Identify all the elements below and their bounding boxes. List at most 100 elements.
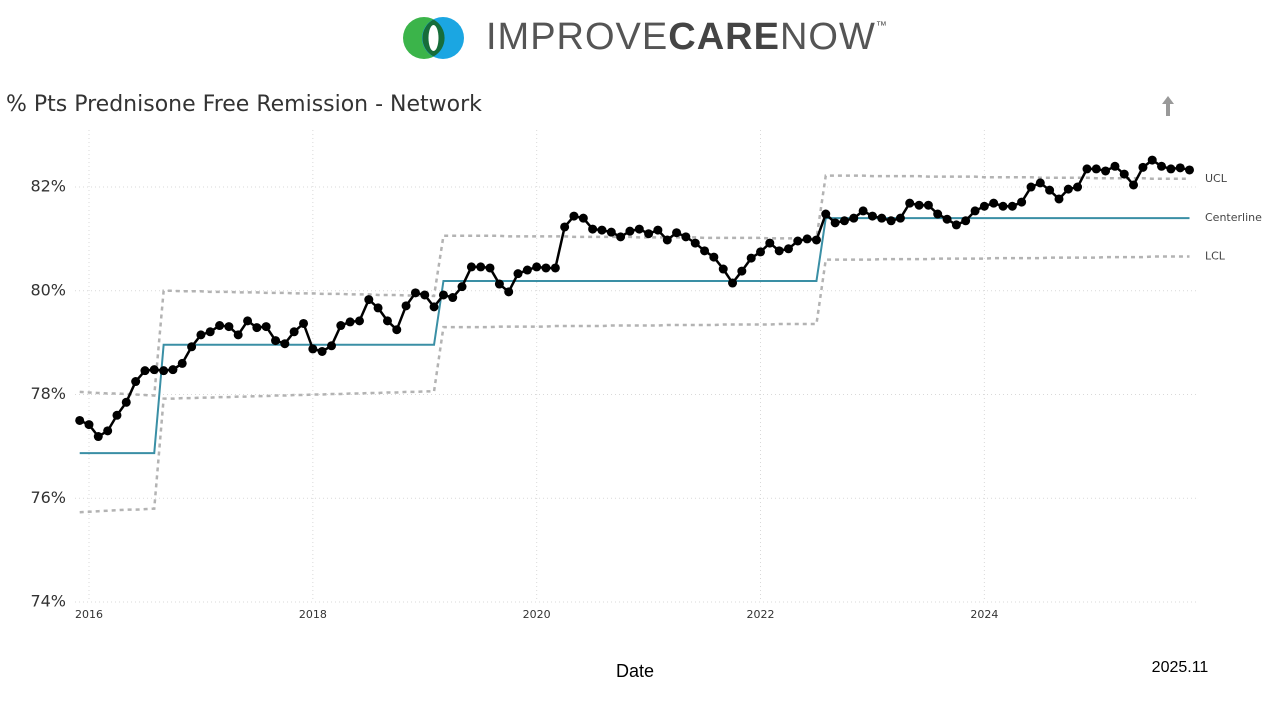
data-point [140,366,150,376]
brand-part: CARE [668,16,780,58]
data-point [877,213,887,223]
data-point [839,216,849,226]
data-point [1101,166,1111,176]
data-point [718,264,728,274]
data-point [606,227,616,237]
y-tick-label: 82% [30,177,66,196]
chart-title: % Pts Prednisone Free Remission - Networ… [6,92,482,117]
data-point [625,226,635,236]
data-point [783,244,793,254]
data-point [159,366,169,376]
data-point [261,322,271,332]
data-point [1138,162,1148,172]
data-point [289,327,299,337]
data-point [1082,164,1092,174]
x-axis-label: Date [616,661,654,681]
data-point [1073,182,1083,192]
data-point [205,327,215,337]
data-point [681,232,691,242]
brand-part: IMPROVE [486,16,668,58]
data-point [513,269,523,279]
data-point [177,358,187,368]
data-point [112,410,122,420]
data-point [84,420,94,430]
data-point [914,200,924,210]
data-point [858,206,868,216]
data-point [746,253,756,263]
data-point [1035,178,1045,188]
data-point [345,317,355,327]
series-line [79,174,1190,397]
data-point [560,222,570,232]
data-point [271,336,281,346]
data-point [998,201,1008,211]
data-point [886,216,896,226]
annotation: 2025.11 [1152,659,1209,676]
data-point [420,290,430,300]
data-point [588,224,598,234]
data-point [1110,161,1120,171]
logo-center [428,25,439,51]
data-point [327,341,337,351]
data-point [1091,164,1101,174]
data-point [634,224,644,234]
data-point [961,216,971,226]
data-point [802,234,812,244]
data-point [75,415,85,425]
brand-part: NOW [780,16,876,58]
logo [403,17,464,59]
y-tick-label: 78% [30,384,66,403]
data-point [429,302,439,312]
data-point [224,322,234,332]
data-point [1157,161,1167,171]
data-point [765,238,775,248]
data-point [1175,163,1185,173]
data-point [895,213,905,223]
series-line [79,255,1190,514]
data-point [653,225,663,235]
data-point [1129,180,1139,190]
data-point [382,316,392,326]
data-point [793,236,803,246]
data-point [830,218,840,228]
data-point [149,365,159,375]
data-point [541,263,551,273]
data-point [616,232,626,242]
data-point [196,330,206,340]
y-tick-label: 74% [30,592,66,611]
data-point [476,262,486,272]
data-point [317,346,327,356]
data-point [299,318,309,328]
data-point [942,214,952,224]
data-point [168,365,178,375]
data-point [550,263,560,273]
data-point [951,220,961,230]
x-tick-label: 2020 [523,608,551,621]
data-point [103,426,113,436]
data-point [336,321,346,331]
data-point [811,235,821,245]
data-point [532,262,542,272]
series-line [79,217,1190,455]
data-point [522,265,532,275]
data-point [438,290,448,300]
data-point [578,213,588,223]
direction-arrow [1162,96,1174,116]
data-point [243,316,253,326]
data-point [737,266,747,276]
data-point [187,342,197,352]
data-point [1054,194,1064,204]
x-tick-label: 2024 [970,608,998,621]
series-label: UCL [1205,172,1228,185]
data-point [923,200,933,210]
data-point [355,316,365,326]
data-point [1045,185,1055,195]
data-point [457,282,467,292]
data-point [1185,165,1195,175]
data-point [774,246,784,256]
data-point [364,295,374,305]
data-point [849,213,859,223]
data-point [905,198,915,208]
